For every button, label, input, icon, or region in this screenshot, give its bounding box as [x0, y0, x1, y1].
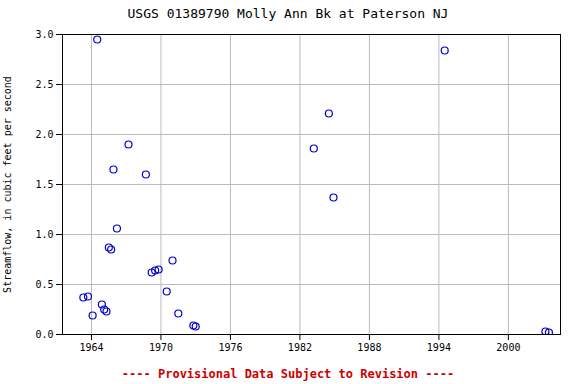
svg-text:2000: 2000 [496, 342, 520, 353]
svg-text:3.0: 3.0 [35, 29, 53, 40]
svg-text:1976: 1976 [218, 342, 242, 353]
svg-text:0.5: 0.5 [35, 279, 53, 290]
svg-text:1988: 1988 [357, 342, 381, 353]
html-text:USGS 01389790 Molly Ann Bk at: USGS 01389790 Molly Ann Bk at Paterson N… [127, 6, 449, 21]
svg-text:1994: 1994 [427, 342, 451, 353]
svg-text:1970: 1970 [149, 342, 173, 353]
svg-text:2.0: 2.0 [35, 129, 53, 140]
svg-text:0.0: 0.0 [35, 329, 53, 340]
svg-text:1964: 1964 [79, 342, 103, 353]
svg-text:1.0: 1.0 [35, 229, 53, 240]
svg-text:1982: 1982 [288, 342, 312, 353]
svg-text:2.5: 2.5 [35, 79, 53, 90]
svg-text:1.5: 1.5 [35, 179, 53, 190]
svg-text:Streamflow, in cubic feet per: Streamflow, in cubic feet per second [2, 76, 13, 293]
html-text:---- Provisional Data Subject: ---- Provisional Data Subject to Revisio… [121, 367, 455, 381]
